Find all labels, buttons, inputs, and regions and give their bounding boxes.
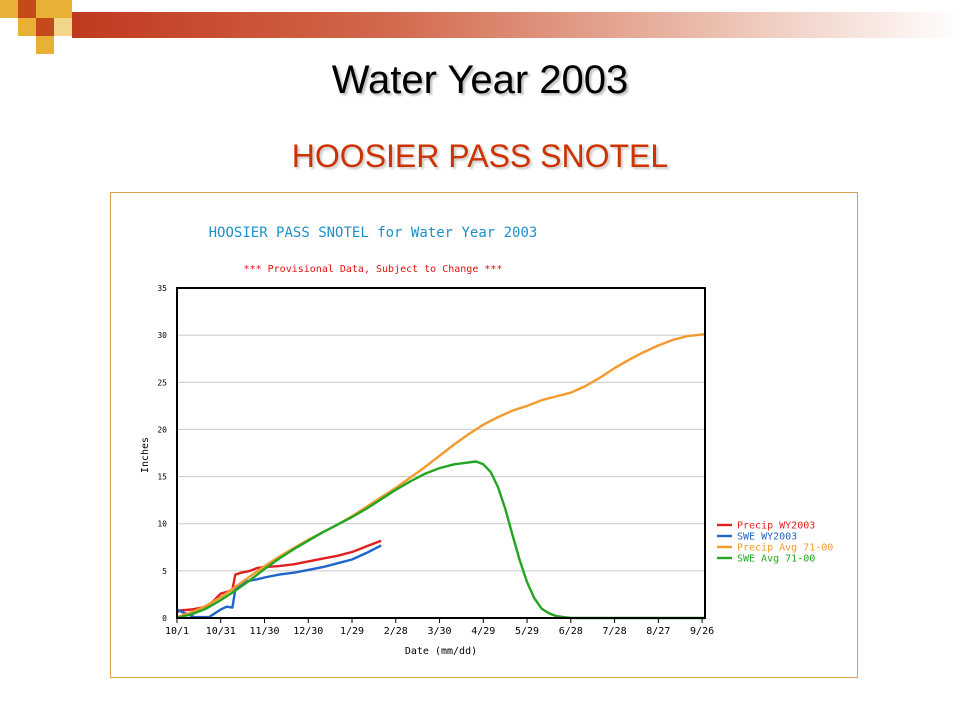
x-tick-label-9: 6/28 <box>559 626 583 637</box>
chart-provisional-note: *** Provisional Data, Subject to Change … <box>244 264 503 275</box>
y-tick-label-30: 30 <box>157 331 167 340</box>
slide-title: Water Year 2003 <box>331 58 629 102</box>
x-tick-label-8: 5/29 <box>515 626 539 637</box>
deco-square-orange-1 <box>0 0 18 18</box>
x-tick-label-11: 8/27 <box>646 626 670 637</box>
series-line-3 <box>176 333 706 619</box>
x-tick-label-12: 9/26 <box>690 626 714 637</box>
chart-frame: HOOSIER PASS SNOTEL for Water Year 2003 … <box>110 192 858 678</box>
x-tick-label-1: 10/31 <box>206 626 236 637</box>
y-tick-label-15: 15 <box>157 473 167 482</box>
legend-label-4: SWE Avg 71-00 <box>737 554 815 565</box>
y-tick-label-20: 20 <box>157 425 167 434</box>
x-axis-label: Date (mm/dd) <box>405 646 477 657</box>
series-line-4 <box>176 460 705 620</box>
x-tick-label-6: 3/30 <box>427 626 451 637</box>
x-tick-label-0: 10/1 <box>165 626 189 637</box>
series-line-1 <box>176 539 382 614</box>
y-tick-label-5: 5 <box>162 567 167 576</box>
deco-square-pale <box>54 18 72 36</box>
slide-subtitle: HOOSIER PASS SNOTEL <box>291 138 669 174</box>
x-tick-label-2: 11/30 <box>249 626 279 637</box>
y-tick-label-10: 10 <box>157 520 167 529</box>
title-gradient-bar <box>72 12 960 38</box>
x-tick-label-4: 1/29 <box>340 626 364 637</box>
snotel-chart: HOOSIER PASS SNOTEL for Water Year 2003 … <box>140 225 833 657</box>
deco-square-orange-3 <box>54 0 72 18</box>
deco-square-red-2 <box>36 18 54 36</box>
deco-square-orange-2 <box>36 0 54 18</box>
y-axis-label: Inches <box>140 437 151 473</box>
legend-label-2: SWE WY2003 <box>737 532 797 543</box>
y-tick-label-35: 35 <box>157 284 167 293</box>
x-tick-label-7: 4/29 <box>471 626 495 637</box>
deco-square-orange-5 <box>36 36 54 54</box>
x-tick-label-5: 2/28 <box>384 626 408 637</box>
y-tick-label-25: 25 <box>157 378 167 387</box>
y-tick-label-0: 0 <box>162 614 167 623</box>
deco-square-red <box>18 0 36 18</box>
legend-label-3: Precip Avg 71-00 <box>737 543 833 554</box>
chart-title: HOOSIER PASS SNOTEL for Water Year 2003 <box>209 225 538 241</box>
series-line-2 <box>176 544 382 619</box>
deco-square-orange-4 <box>18 18 36 36</box>
plot-border <box>176 287 706 619</box>
legend-label-1: Precip WY2003 <box>737 521 815 532</box>
x-tick-label-3: 12/30 <box>293 626 323 637</box>
x-tick-label-10: 7/28 <box>603 626 627 637</box>
